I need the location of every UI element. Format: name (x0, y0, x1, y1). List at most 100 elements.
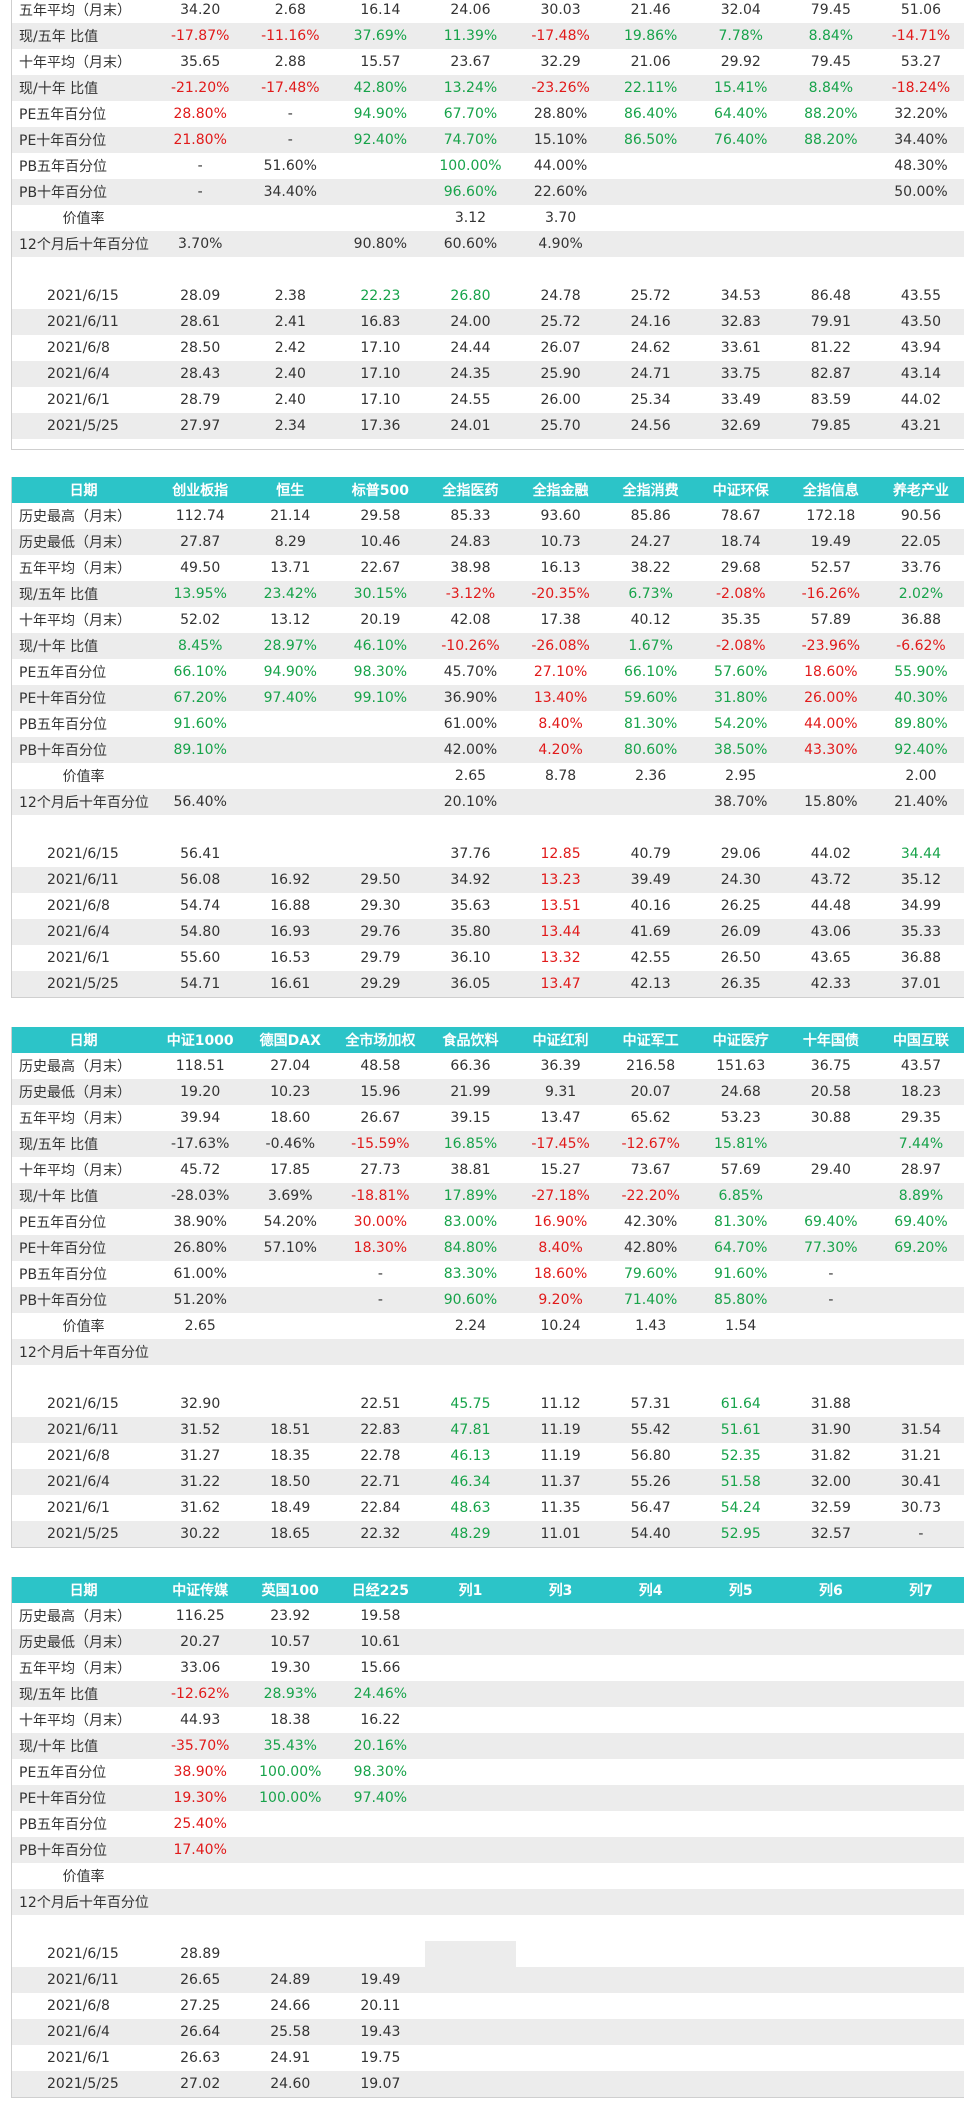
metric-cell: 17.38 (540, 612, 581, 628)
metric-cell: 85.33 (450, 508, 491, 524)
daily-value-cell: 54.40 (605, 1521, 696, 1547)
metric-cell: 1.43 (635, 1318, 667, 1334)
metric-row-vr: 价值率 (12, 1863, 964, 1889)
metric-cell (515, 789, 606, 815)
daily-value-cell (786, 1941, 876, 1967)
metric-cell: 15.57 (360, 54, 401, 70)
metric-cell: 57.69 (720, 1162, 761, 1178)
metric-cell: 20.07 (605, 1079, 696, 1105)
daily-value-cell (605, 2019, 696, 2045)
daily-value-cell: 25.70 (515, 413, 606, 439)
metric-cell: 91.60% (714, 1266, 768, 1282)
column-header: 全指医药 (425, 477, 516, 503)
daily-value-cell: 46.34 (425, 1469, 516, 1495)
spacer-cell (12, 257, 964, 283)
metric-cell: 13.47 (540, 1110, 581, 1126)
row-label: 价值率 (62, 211, 105, 227)
metric-cell: 27.73 (360, 1162, 401, 1178)
metric-cell: -6.62% (875, 633, 964, 659)
metric-row-hist_high: 历史最高（月末） 116.25 23.92 19.58 (12, 1603, 964, 1629)
metric-cell (516, 1655, 606, 1681)
daily-value-cell: 26.00 (540, 392, 581, 408)
metric-cell (155, 1339, 246, 1365)
metric-cell: - (377, 1266, 383, 1282)
daily-value-cell: 31.22 (155, 1469, 246, 1495)
metric-cell: 36.75 (810, 1058, 851, 1074)
metric-cell: 53.27 (900, 54, 941, 70)
row-label: PB五年百分位 (19, 159, 108, 175)
column-header: 列6 (785, 1577, 876, 1603)
metric-cell: 15.41% (695, 75, 786, 101)
valuation-table-1: 五年平均（月末） 34.20 2.68 16.14 24.06 30.03 21.46 32.… (12, 0, 964, 439)
metric-cell: 42.08 (450, 612, 491, 628)
daily-value-cell (695, 1967, 786, 1993)
date-cell: 2021/6/4 (12, 919, 156, 945)
metric-cell: -17.87% (155, 23, 246, 49)
daily-value-cell: 28.43 (155, 361, 246, 387)
daily-row: 2021/6/4 54.80 16.93 29.76 35.80 13.44 41.69 26… (12, 919, 964, 945)
daily-row: 2021/6/15 56.41 37.76 12.85 40.79 29.06 44.02 3… (12, 841, 964, 867)
metric-cell: 18.60% (533, 1266, 588, 1282)
daily-value-cell: 55.60 (180, 950, 221, 966)
metric-cell (786, 1863, 876, 1889)
daily-value-cell: 24.44 (450, 340, 491, 356)
row-label: 现/十年 比值 (12, 1733, 156, 1759)
daily-value-cell: 26.09 (695, 919, 786, 945)
row-label: 12个月后十年百分位 (12, 789, 156, 815)
metric-cell: 2.68 (274, 2, 306, 18)
metric-cell (875, 1889, 964, 1915)
metric-cell: -18.81% (335, 1183, 426, 1209)
daily-value-cell: 51.61 (695, 1417, 786, 1443)
metric-cell: 44.00% (804, 716, 858, 732)
metric-cell: 71.40% (605, 1287, 696, 1313)
daily-row: 2021/5/25 27.02 24.60 19.07 (12, 2071, 964, 2097)
daily-row: 2021/6/4 31.22 18.50 22.71 46.34 11.37 55.26 51… (12, 1469, 964, 1495)
daily-value-cell: 13.47 (515, 971, 606, 997)
column-header: 英国100 (245, 1577, 336, 1603)
metric-row-r10: 现/十年 比值 -28.03% 3.69% -18.81% 17.89% -27.18% -… (12, 1183, 964, 1209)
metric-cell: -2.08% (695, 633, 786, 659)
daily-value-cell: 31.27 (180, 1448, 221, 1464)
metric-row-avg5: 五年平均（月末） 49.50 13.71 22.67 38.98 16.13 38.22 29… (12, 555, 964, 581)
date-cell: 2021/6/15 (47, 288, 119, 304)
daily-value-cell (605, 1967, 696, 1993)
metric-cell: 8.78 (544, 768, 577, 784)
daily-value-cell: 36.10 (450, 950, 491, 966)
metric-cell: 61.00% (173, 1266, 227, 1282)
metric-row-m12: 12个月后十年百分位 3.70% 90.80% 60.60% 4.90% (12, 231, 964, 257)
daily-value-cell: 22.84 (360, 1500, 401, 1516)
daily-value-cell: 32.69 (695, 413, 786, 439)
metric-cell: 54.20% (263, 1214, 317, 1230)
daily-value-cell: 43.50 (875, 309, 964, 335)
column-header-date: 日期 (12, 477, 156, 503)
daily-value-cell: 11.19 (515, 1417, 606, 1443)
metric-row-hist_low: 历史最低（月末） 20.27 10.57 10.61 (12, 1629, 964, 1655)
metric-cell: 7.44% (875, 1131, 964, 1157)
metric-cell: 69.40% (894, 1214, 948, 1230)
metric-cell: 19.49 (785, 529, 876, 555)
metric-cell: 52.02 (180, 612, 221, 628)
metric-cell (696, 205, 786, 231)
row-label: PE五年百分位 (19, 1215, 107, 1231)
daily-value-cell (696, 1993, 786, 2019)
metric-cell (425, 1785, 516, 1811)
metric-cell: 27.10% (533, 664, 588, 680)
metric-cell: 60.60% (425, 231, 516, 257)
metric-cell: 15.27 (540, 1162, 581, 1178)
metric-cell: 17.89% (425, 1183, 516, 1209)
metric-cell: -12.67% (605, 1131, 696, 1157)
daily-value-cell: 31.82 (810, 1448, 851, 1464)
metric-cell (516, 1811, 606, 1837)
metric-row-vr: 价值率 3.12 3.70 (12, 205, 964, 231)
metric-cell: 33.06 (180, 1660, 221, 1676)
daily-value-cell: 17.36 (335, 413, 426, 439)
metric-cell: 81.30% (714, 1214, 768, 1230)
daily-value-cell (425, 2019, 516, 2045)
metric-cell: -22.20% (605, 1183, 696, 1209)
metric-cell (605, 1681, 696, 1707)
daily-value-cell: 35.63 (450, 898, 491, 914)
metric-cell (786, 205, 876, 231)
metric-cell (245, 1313, 335, 1339)
metric-row-hist_high: 历史最高（月末） 112.74 21.14 29.58 85.33 93.60 85.86 7… (12, 503, 964, 529)
metric-cell: 2.65 (184, 1318, 216, 1334)
